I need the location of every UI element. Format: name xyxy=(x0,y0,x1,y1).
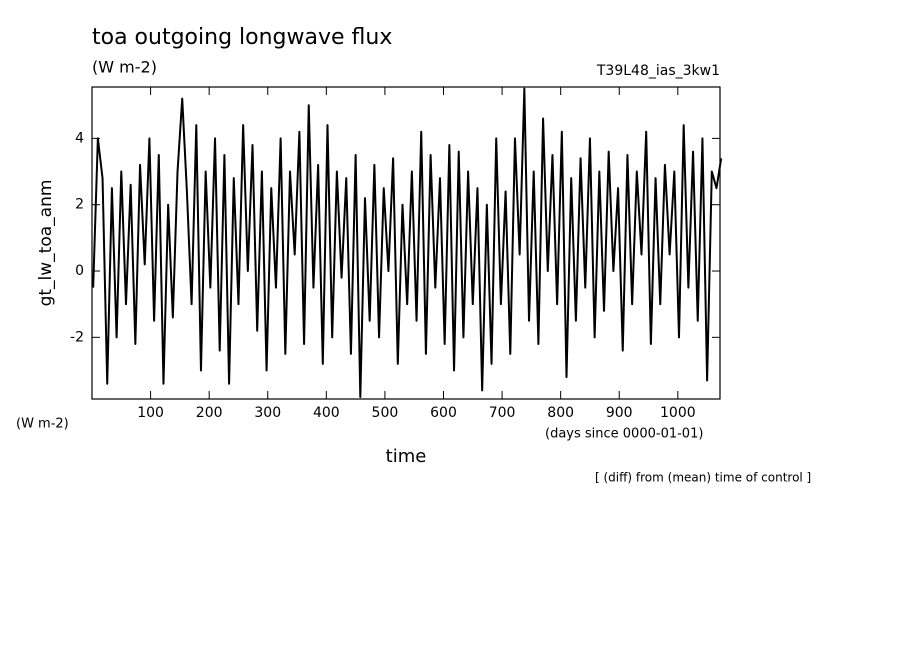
x-axis-label: time xyxy=(386,446,427,467)
run-label: T39L48_ias_3kw1 xyxy=(596,63,720,79)
x-tick-label: 1000 xyxy=(660,405,696,421)
x-tick-label: 800 xyxy=(547,405,574,421)
data-line xyxy=(92,87,723,399)
y-units: (W m-2) xyxy=(16,417,69,432)
x-tick-label: 700 xyxy=(489,405,516,421)
x-tick-label: 600 xyxy=(430,405,457,421)
x-tick-label: 100 xyxy=(137,405,164,421)
chart-title: toa outgoing longwave flux xyxy=(92,25,392,50)
chart-subtitle: (W m-2) xyxy=(92,58,157,77)
y-axis-label: gt_lw_toa_anm xyxy=(36,180,56,307)
note: [ (diff) from (mean) time of control ] xyxy=(595,471,811,485)
x-tick-label: 200 xyxy=(196,405,223,421)
y-tick-label: -2 xyxy=(70,329,84,345)
y-tick-label: 2 xyxy=(75,197,84,213)
x-tick-label: 900 xyxy=(606,405,633,421)
x-tick-label: 300 xyxy=(254,405,281,421)
x-units: (days since 0000-01-01) xyxy=(545,427,703,442)
x-tick-label: 500 xyxy=(372,405,399,421)
y-tick-label: 0 xyxy=(75,263,84,279)
plot-frame xyxy=(91,86,721,400)
y-tick-label: 4 xyxy=(75,130,84,146)
x-tick-label: 400 xyxy=(313,405,340,421)
